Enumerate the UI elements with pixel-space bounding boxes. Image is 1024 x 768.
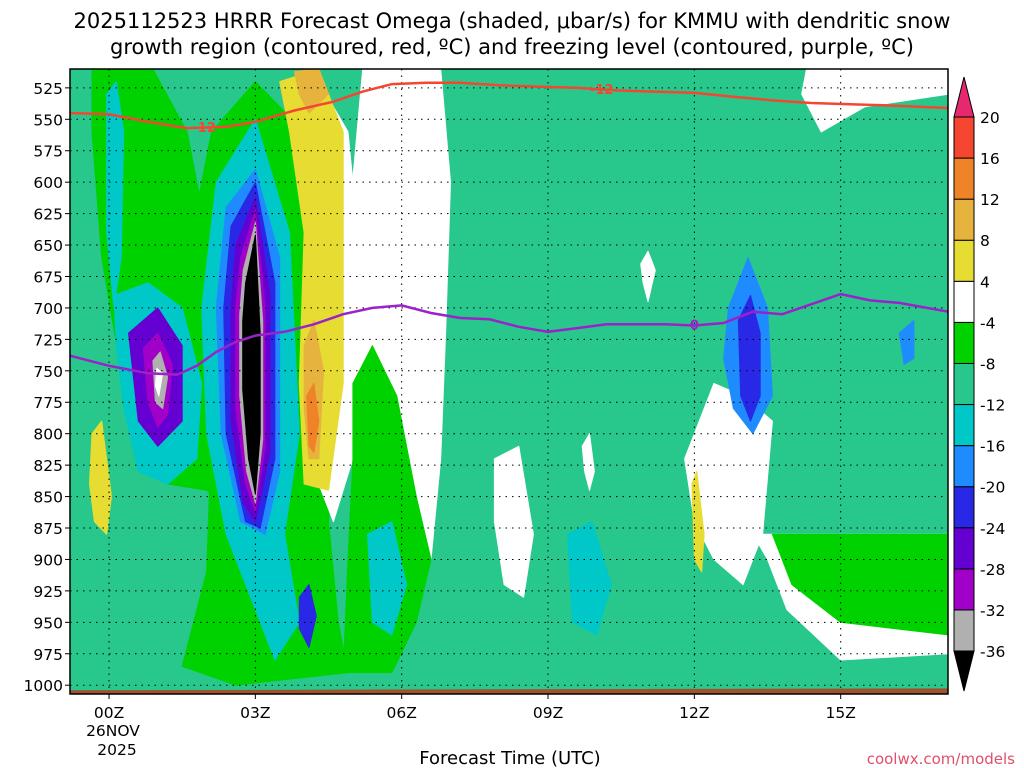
omega-region-subsidence-red xyxy=(306,382,320,454)
colorbar-label-7: -8 xyxy=(980,355,995,373)
omega-shaded-regions xyxy=(89,69,948,686)
colorbar-label-0: -36 xyxy=(980,643,1005,661)
colorbar-label-2: -28 xyxy=(980,561,1005,579)
x-tick-label-00Z: 00Z xyxy=(94,704,124,722)
colorbar-label-8: -4 xyxy=(980,314,995,332)
y-tick-label-900: 900 xyxy=(33,551,63,569)
x-tick-label-09Z: 09Z xyxy=(533,704,563,722)
y-tick-label-950: 950 xyxy=(33,614,63,632)
colorbar-label-5: -16 xyxy=(980,438,1005,456)
dendritic-snow-contour-line xyxy=(70,81,948,130)
colorbar-label-9: 4 xyxy=(980,273,990,291)
y-tick-label-575: 575 xyxy=(33,143,63,161)
y-tick-label-525: 525 xyxy=(33,80,63,98)
y-tick-label-550: 550 xyxy=(33,111,63,129)
credit-link[interactable]: coolwx.com/models xyxy=(867,750,1015,768)
x-tick-label-06Z: 06Z xyxy=(387,704,417,722)
freezing-level-contour-line xyxy=(70,292,948,376)
omega-region-main-updraft-black xyxy=(242,234,261,495)
colorbar-box-8 xyxy=(953,280,975,323)
y-tick-label-600: 600 xyxy=(33,174,63,192)
y-tick-label-625: 625 xyxy=(33,206,63,224)
omega-region-low-level-updraft xyxy=(298,584,317,648)
y-axis-ticks: 525 550 575 600 625 650 675 700 725 750 775 800 825 8… xyxy=(24,80,70,695)
plot-frame xyxy=(69,68,949,695)
x-axis-label: Forecast Time (UTC) xyxy=(419,748,600,768)
omega-region-small-yellow-left xyxy=(89,420,112,535)
dendritic-contour-label-0: -12 xyxy=(192,121,216,136)
y-tick-label-875: 875 xyxy=(33,520,63,538)
y-tick-label-750: 750 xyxy=(33,363,63,381)
y-tick-label-975: 975 xyxy=(33,646,63,664)
colorbar-label-12: 16 xyxy=(980,150,1000,168)
date-label-day: 26NOV xyxy=(86,722,140,740)
y-tick-label-825: 825 xyxy=(33,457,63,475)
omega-region-low-blue-cell-2 xyxy=(567,521,612,636)
colorbar-upper-triangle xyxy=(953,76,975,118)
colorbar-box-1 xyxy=(953,568,975,611)
terrain-surface xyxy=(70,688,948,694)
colorbar-box-0 xyxy=(953,609,975,652)
y-tick-label-1000: 1000 xyxy=(24,677,63,695)
chart-title-line1: 2025112523 HRRR Forecast Omega (shaded, … xyxy=(74,9,951,33)
colorbar-box-2 xyxy=(953,527,975,570)
colorbar-box-5 xyxy=(953,404,975,447)
colorbar-box-7 xyxy=(953,321,975,364)
omega-region-right-white-upper xyxy=(801,69,948,133)
y-tick-label-850: 850 xyxy=(33,489,63,507)
colorbar-box-4 xyxy=(953,445,975,488)
x-axis-ticks: 00Z 03Z 06Z 09Z 12Z 15Z xyxy=(94,694,856,722)
colorbar-label-10: 8 xyxy=(980,232,990,250)
omega-region-subsidence-yellow xyxy=(279,69,344,491)
omega-region-right-mid-white xyxy=(493,445,534,598)
colorbar-box-10 xyxy=(953,198,975,241)
omega-region-late-updraft-core xyxy=(737,294,761,422)
x-tick-label-03Z: 03Z xyxy=(240,704,270,722)
omega-region-low-blue-cell-1 xyxy=(367,521,408,636)
chart-title-line2: growth region (contoured, red, ºC) and f… xyxy=(110,35,914,59)
colorbar-label-6: -12 xyxy=(980,397,1005,415)
colorbar-label-11: 12 xyxy=(980,191,1000,209)
omega-region-early-inner-white xyxy=(154,367,164,397)
y-tick-label-800: 800 xyxy=(33,426,63,444)
omega-region-white-notch-9Z xyxy=(581,433,595,491)
colorbar-box-12 xyxy=(953,116,975,159)
colorbar-label-13: 20 xyxy=(980,109,1000,127)
y-tick-label-675: 675 xyxy=(33,268,63,286)
freezing-contour-label-0: 0 xyxy=(690,318,699,333)
omega-region-right-bottom-green xyxy=(771,533,948,636)
colorbar-box-3 xyxy=(953,486,975,529)
colorbar-box-6 xyxy=(953,362,975,406)
grid-lines xyxy=(70,69,948,694)
omega-region-white-notch-11Z xyxy=(640,250,656,303)
x-tick-label-15Z: 15Z xyxy=(826,704,856,722)
y-tick-label-725: 725 xyxy=(33,331,63,349)
colorbar-label-3: -24 xyxy=(980,520,1005,538)
y-tick-label-650: 650 xyxy=(33,237,63,255)
plot-area: -12 -12 0 xyxy=(70,69,948,694)
y-tick-label-700: 700 xyxy=(33,300,63,318)
date-label-year: 2025 xyxy=(97,741,136,759)
colorbar-box-9 xyxy=(953,239,975,282)
contour-labels: -12 -12 0 xyxy=(192,83,698,333)
colorbar-label-4: -20 xyxy=(980,479,1005,497)
omega-region-upper-left-band xyxy=(106,81,125,309)
colorbar: -36 -32 -28 -24 -20 -16 -12 -8 -4 4 8 12 16 20 xyxy=(953,76,1005,692)
colorbar-label-1: -32 xyxy=(980,602,1005,620)
dendritic-contour-label-1: -12 xyxy=(590,83,614,98)
x-tick-label-12Z: 12Z xyxy=(679,704,709,722)
y-tick-label-775: 775 xyxy=(33,394,63,412)
colorbar-box-11 xyxy=(953,157,975,200)
colorbar-lower-triangle xyxy=(953,650,975,692)
omega-region-right-edge-blue xyxy=(898,320,915,365)
y-tick-label-925: 925 xyxy=(33,583,63,601)
